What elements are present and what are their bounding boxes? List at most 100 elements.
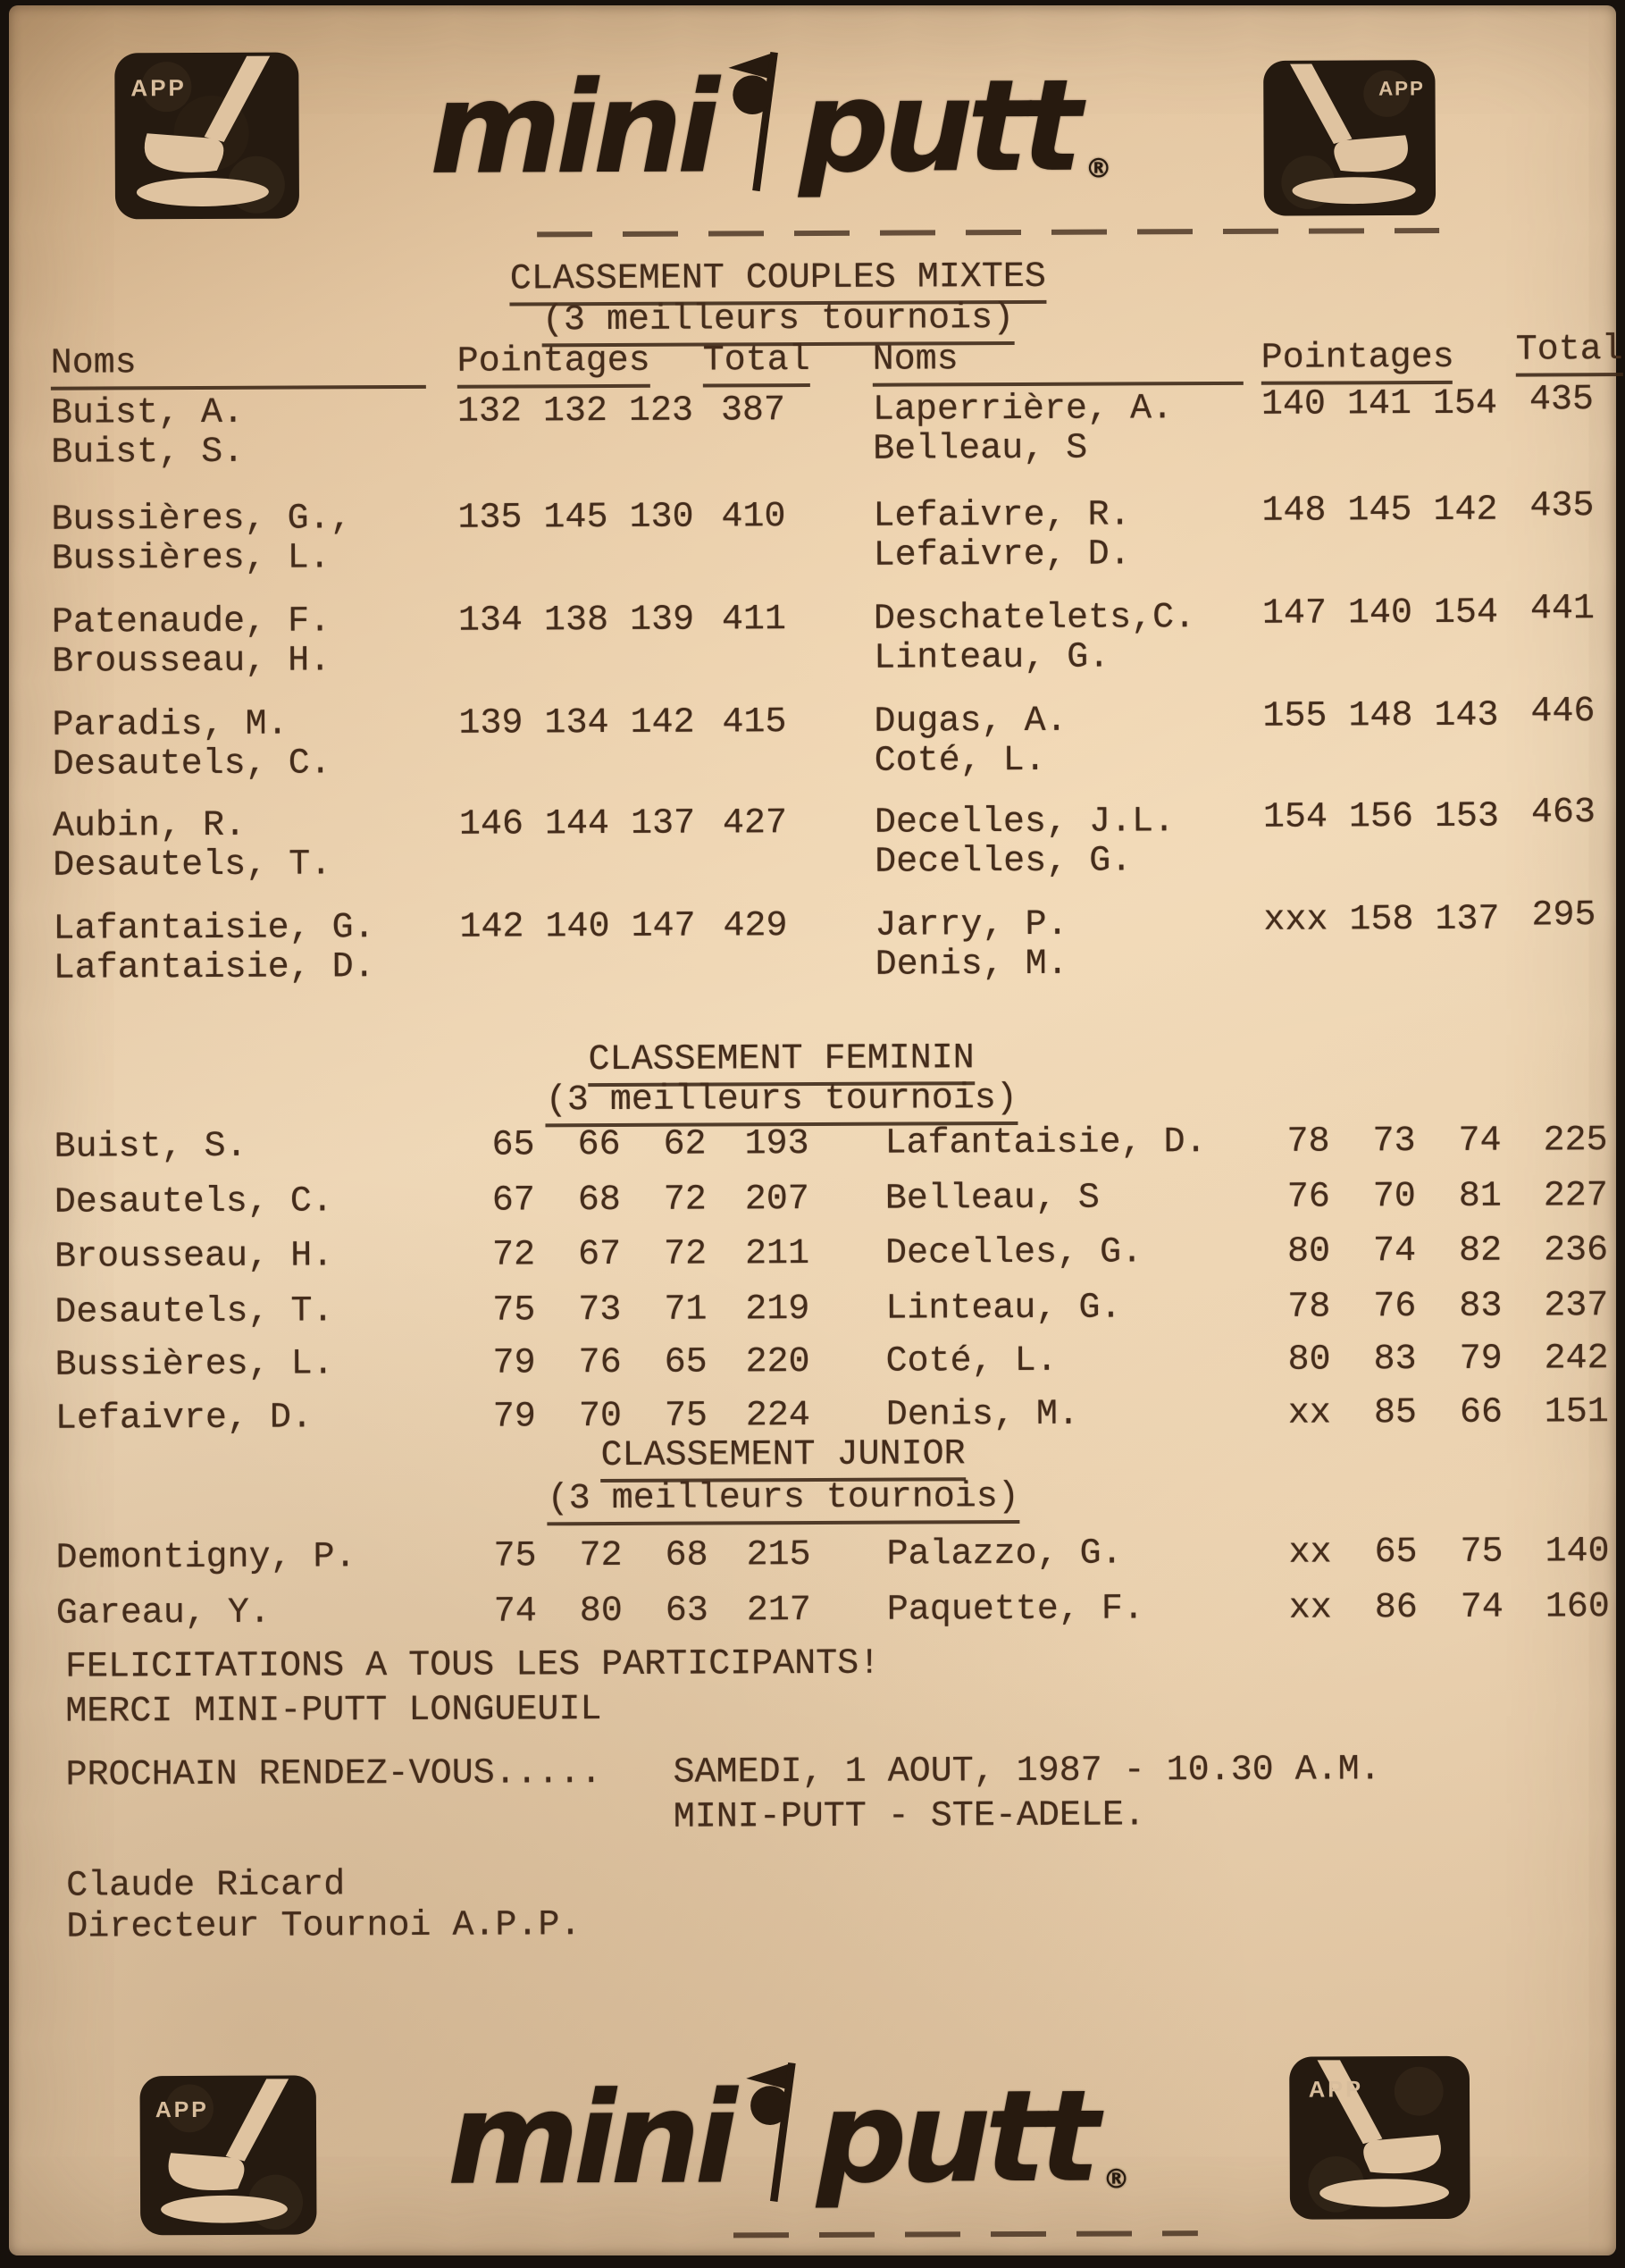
- player-total: 237: [1544, 1286, 1609, 1327]
- couple-scores: 147 140 154: [1261, 592, 1499, 634]
- junior-subtitle: (3 meilleurs tournois): [548, 1477, 1019, 1526]
- player-scores: 80 83 79: [1287, 1339, 1503, 1381]
- couple-total: 387: [720, 391, 786, 432]
- player-scores: 65 66 62: [491, 1124, 707, 1166]
- couple-name: Buist, A.: [50, 392, 245, 434]
- svg-text:APP: APP: [1378, 77, 1425, 99]
- golf-putter-stamp-icon: APP: [114, 52, 299, 220]
- col-header-noms-right: Noms: [873, 339, 1244, 387]
- player-name: Lefaivre, D.: [54, 1398, 314, 1440]
- couple-name: Coté, L.: [874, 740, 1046, 782]
- couple-total: 427: [722, 803, 788, 844]
- couple-name: Aubin, R.: [52, 805, 247, 847]
- player-scores: 80 74 82: [1286, 1231, 1503, 1273]
- couple-name: Linteau, G.: [874, 637, 1110, 679]
- couple-scores: 139 134 142: [458, 702, 695, 744]
- player-name: Belleau, S: [884, 1178, 1100, 1220]
- couple-name: Lafantaisie, G.: [53, 908, 375, 950]
- couple-scores: xxx 158 137: [1263, 899, 1500, 941]
- svg-text:APP: APP: [1309, 2077, 1363, 2102]
- logo-word-putt: putt: [798, 52, 1076, 201]
- player-total: 219: [745, 1289, 810, 1331]
- player-total: 236: [1543, 1231, 1609, 1272]
- registered-mark: ®: [1085, 153, 1112, 185]
- player-total: 220: [745, 1342, 810, 1383]
- next-meeting-date: SAMEDI, 1 AOUT, 1987 - 10.30 A.M.: [673, 1750, 1381, 1793]
- couple-name: Decelles, G.: [875, 841, 1133, 883]
- couple-scores: 134 138 139: [457, 600, 695, 642]
- player-scores: 76 70 81: [1286, 1176, 1502, 1218]
- couple-name: Paradis, M.: [52, 704, 289, 746]
- couple-scores: 146 144 137: [458, 803, 696, 845]
- player-total: 225: [1543, 1121, 1608, 1162]
- player-scores: 75 73 71: [492, 1289, 708, 1331]
- signature-title: Directeur Tournoi A.P.P.: [66, 1905, 582, 1948]
- player-scores: 79 76 65: [492, 1342, 708, 1384]
- player-total: 224: [745, 1396, 811, 1437]
- couple-name: Bussières, G.,: [51, 499, 352, 541]
- couple-name: Denis, M.: [875, 944, 1068, 986]
- mini-putt-logo-top: mini putt ®: [429, 49, 1112, 206]
- svg-text:APP: APP: [155, 2097, 209, 2122]
- player-name: Coté, L.: [885, 1340, 1058, 1382]
- player-name: Bussières, L.: [54, 1344, 334, 1386]
- svg-text:APP: APP: [130, 74, 187, 101]
- player-name: Desautels, C.: [54, 1181, 333, 1223]
- player-name: Paquette, F.: [886, 1589, 1144, 1631]
- col-header-total-right: Total: [1516, 330, 1623, 377]
- player-name: Desautels, T.: [54, 1291, 334, 1333]
- app-stamp-top-left: APP: [109, 50, 305, 225]
- couple-total: 446: [1530, 692, 1596, 733]
- scanned-paper: APP mini putt ® APP CLASSEMENT COUPLES M…: [9, 5, 1623, 2255]
- thanks-line: MERCI MINI-PUTT LONGUEUIL: [65, 1690, 602, 1733]
- document-content: APP mini putt ® APP CLASSEMENT COUPLES M…: [9, 2, 1625, 2259]
- couple-name: Bussières, L.: [51, 538, 331, 580]
- couple-name: Deschatelets,C.: [873, 598, 1196, 640]
- couple-name: Lefaivre, D.: [873, 534, 1131, 576]
- player-total: 217: [746, 1591, 811, 1632]
- couple-total: 410: [721, 497, 786, 538]
- couple-name: Decelles, J.L.: [874, 802, 1176, 844]
- couple-name: Lafantaisie, D.: [53, 947, 375, 989]
- mini-putt-logo-bottom: mini putt ®: [447, 2059, 1130, 2215]
- junior-subtitle-row: (3 meilleurs tournois): [15, 1475, 1551, 1528]
- player-scores: 78 73 74: [1286, 1121, 1502, 1163]
- next-meeting-place: MINI-PUTT - STE-ADELE.: [673, 1795, 1146, 1838]
- couple-total: 441: [1529, 589, 1596, 630]
- couple-name: Belleau, S: [873, 428, 1088, 470]
- player-total: 151: [1544, 1392, 1609, 1433]
- couple-total: 435: [1529, 380, 1595, 421]
- player-name: Buist, S.: [54, 1126, 247, 1168]
- couple-name: Dugas, A.: [874, 701, 1068, 743]
- col-header-pointages-left: Pointages: [457, 341, 650, 389]
- player-scores: xx 86 74: [1288, 1587, 1504, 1629]
- couple-total: 429: [723, 906, 788, 947]
- player-name: Palazzo, G.: [886, 1533, 1123, 1575]
- player-total: 207: [744, 1180, 809, 1221]
- logo-underline-dashes: [733, 2230, 1198, 2239]
- couple-name: Buist, S.: [51, 432, 245, 474]
- player-name: Gareau, Y.: [55, 1592, 271, 1634]
- col-header-pointages-right: Pointages: [1261, 338, 1454, 385]
- next-meeting-label: PROCHAIN RENDEZ-VOUS.....: [65, 1753, 602, 1796]
- couple-name: Patenaude, F.: [51, 601, 331, 643]
- couple-total: 435: [1529, 486, 1595, 527]
- player-scores: xx 65 75: [1288, 1532, 1504, 1574]
- player-total: 211: [745, 1234, 810, 1275]
- player-name: Denis, M.: [885, 1394, 1080, 1436]
- couple-total: 295: [1531, 895, 1596, 937]
- player-name: Linteau, G.: [885, 1288, 1122, 1330]
- player-scores: 67 68 72: [491, 1180, 707, 1222]
- couple-total: 411: [721, 600, 787, 641]
- player-scores: 74 80 63: [493, 1591, 708, 1633]
- couple-total: 463: [1530, 793, 1596, 834]
- golf-flag-ball-icon: [746, 2062, 797, 2203]
- couple-scores: 154 156 153: [1262, 796, 1500, 838]
- couple-name: Lefaivre, R.: [873, 495, 1131, 537]
- couple-scores: 155 148 143: [1262, 695, 1499, 737]
- golf-flag-ball-icon: [728, 52, 779, 192]
- app-stamp-top-right: APP: [1261, 52, 1437, 229]
- player-name: Demontigny, P.: [55, 1537, 356, 1579]
- logo-word-mini: mini: [447, 2063, 733, 2213]
- player-scores: 78 76 83: [1287, 1286, 1503, 1328]
